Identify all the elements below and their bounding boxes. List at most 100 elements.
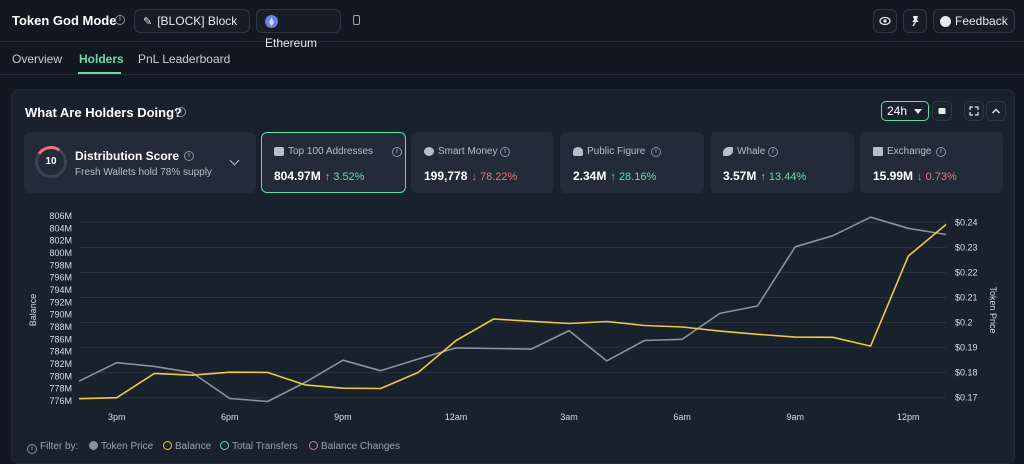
y-right-tick: $0.24 (955, 217, 978, 227)
change-up: ↑ 3.52% (324, 171, 365, 183)
y-left-tick: 796M (49, 273, 72, 283)
legend-total-transfers[interactable]: Total Transfers (220, 441, 298, 452)
card-top-100-addresses[interactable]: Top 100 Addresses i 804.97M ↑ 3.52% (261, 132, 406, 193)
timeframe-select[interactable]: 24h (881, 101, 929, 121)
holders-panel: What Are Holders Doing? i 24h 10 Distrib… (11, 89, 1015, 464)
y-left-tick: 806M (49, 211, 72, 221)
y-left-tick: 782M (49, 359, 72, 369)
feedback-label: Feedback (955, 14, 1008, 28)
tab-pnl-leaderboard[interactable]: PnL Leaderboard (138, 52, 231, 66)
y-right-tick: $0.2 (955, 318, 973, 328)
card-label: Smart Money (438, 146, 498, 157)
legend-dot (309, 441, 318, 450)
fullscreen-button[interactable] (964, 101, 984, 121)
pencil-icon: ✎ (143, 15, 153, 28)
y-right-tick: $0.23 (955, 242, 978, 252)
info-icon[interactable]: i (184, 151, 194, 161)
info-icon[interactable]: i (176, 107, 186, 117)
y-left-tick: 794M (49, 285, 72, 295)
timeframe-value: 24h (887, 104, 908, 118)
distribution-score-card[interactable]: 10 Distribution Score i Fresh Wallets ho… (24, 132, 256, 193)
y-right-tick: $0.21 (955, 292, 978, 302)
x-tick: 6am (673, 412, 691, 422)
y-left-axis-title: Balance (28, 294, 38, 327)
info-icon[interactable]: i (936, 147, 946, 157)
legend-dot (220, 441, 229, 450)
feedback-button[interactable]: Feedback (933, 9, 1015, 33)
tab-holders[interactable]: Holders (79, 52, 124, 66)
panel-title: What Are Holders Doing? (25, 105, 182, 120)
card-label: Top 100 Addresses (288, 146, 374, 157)
calendar-icon (938, 108, 946, 114)
pin-button[interactable] (903, 9, 927, 33)
info-icon[interactable]: i (768, 147, 778, 157)
whale-icon (723, 147, 733, 156)
series-line-token-price (78, 223, 947, 400)
info-icon[interactable]: i (392, 147, 402, 157)
y-left-tick: 800M (49, 248, 72, 258)
card-exchange[interactable]: Exchange i 15.99M ↓ 0.73% (860, 132, 1003, 193)
token-selector-button[interactable]: ✎ [BLOCK] Block (134, 9, 250, 33)
chain-selector-button[interactable]: Ethereum (256, 9, 341, 50)
legend-token-price[interactable]: Token Price (89, 441, 153, 452)
y-right-tick: $0.22 (955, 267, 978, 277)
info-icon[interactable]: i (115, 15, 125, 25)
tab-bar: Overview Holders PnL Leaderboard (0, 42, 1024, 75)
watch-button[interactable] (873, 9, 897, 33)
card-value: 2.34M ↑ 28.16% (573, 169, 657, 183)
tab-overview[interactable]: Overview (12, 52, 63, 66)
change-up: ↑ 13.44% (760, 171, 807, 183)
y-left-tick: 786M (49, 334, 72, 344)
y-left-tick: 776M (49, 396, 72, 406)
legend-balance-changes[interactable]: Balance Changes (309, 441, 400, 452)
card-label: Exchange (887, 146, 932, 157)
collapse-button[interactable] (986, 101, 1006, 121)
y-left-tick: 778M (49, 384, 72, 394)
x-tick: 12pm (897, 412, 920, 422)
app-title: Token God Mode (12, 13, 117, 28)
y-right-tick: $0.18 (955, 368, 978, 378)
change-down: ↓ 78.22% (471, 171, 518, 183)
score-ring (35, 146, 67, 178)
card-whale[interactable]: Whale i 3.57M ↑ 13.44% (710, 132, 854, 193)
change-up: ↑ 28.16% (610, 171, 657, 183)
bank-icon (873, 147, 883, 156)
eye-icon (879, 16, 891, 26)
expand-icon (969, 106, 979, 116)
info-icon: i (27, 444, 37, 454)
copy-icon[interactable] (353, 15, 360, 25)
card-public-figure[interactable]: Public Figure i 2.34M ↑ 28.16% (560, 132, 704, 193)
card-value: 804.97M ↑ 3.52% (274, 169, 365, 183)
chevron-up-icon (992, 108, 1000, 114)
card-value: 15.99M ↓ 0.73% (873, 169, 957, 183)
public-figure-icon (573, 147, 583, 156)
chain-label: Ethereum (265, 36, 318, 50)
x-tick: 9am (786, 412, 804, 422)
feedback-icon (940, 16, 951, 27)
distribution-title: Distribution Score (75, 149, 180, 163)
y-left-tick: 804M (49, 223, 72, 233)
wallet-icon (274, 147, 284, 156)
y-left-tick: 792M (49, 297, 72, 307)
smart-money-icon (424, 147, 434, 156)
distribution-subtitle: Fresh Wallets hold 78% supply (75, 167, 212, 178)
info-icon[interactable]: i (500, 147, 510, 157)
token-label: [BLOCK] Block (157, 14, 238, 28)
change-down: ↓ 0.73% (917, 171, 957, 183)
card-smart-money[interactable]: Smart Money i 199,778 ↓ 78.22% (411, 132, 554, 193)
info-icon[interactable]: i (651, 147, 661, 157)
card-value: 3.57M ↑ 13.44% (723, 169, 807, 183)
y-left-tick: 802M (49, 236, 72, 246)
x-tick: 12am (445, 412, 468, 422)
y-left-tick: 780M (49, 371, 72, 381)
y-left-tick: 790M (49, 310, 72, 320)
legend-balance[interactable]: Balance (163, 441, 211, 452)
x-tick: 9pm (334, 412, 352, 422)
calendar-button[interactable] (932, 101, 952, 121)
legend-dot (89, 441, 98, 450)
holders-chart[interactable]: $0.24 $0.23 $0.22 $0.21 $0.2 $0.19 $0.18 $0.17 8… (0, 0, 1024, 440)
x-tick: 6pm (221, 412, 239, 422)
chevron-down-icon (914, 109, 922, 114)
y-right-tick: $0.19 (955, 343, 978, 353)
card-label: Whale (737, 146, 766, 157)
